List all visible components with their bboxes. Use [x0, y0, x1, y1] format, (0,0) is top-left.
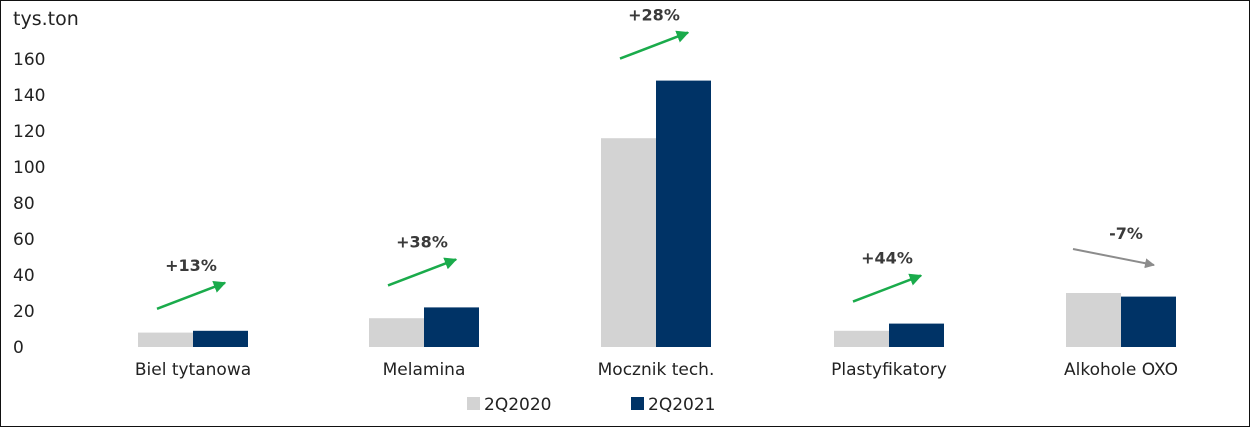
bar-2q2021-5	[1121, 296, 1176, 347]
change-label: +38%	[396, 232, 448, 251]
bar-2q2021-2	[424, 307, 479, 347]
y-tick-label: 140	[13, 86, 45, 106]
legend-label: 2Q2021	[648, 395, 715, 415]
y-tick-label: 40	[13, 266, 35, 286]
change-label: +13%	[165, 256, 217, 275]
y-axis-unit-label: tys.ton	[13, 8, 79, 30]
change-label: +44%	[861, 249, 913, 268]
change-label: -7%	[1109, 224, 1143, 243]
bar-2q2021-4	[889, 323, 944, 347]
x-category-label: Mocznik tech.	[598, 360, 715, 380]
y-tick-label: 80	[13, 194, 35, 214]
y-tick-label: 160	[13, 50, 45, 70]
change-arrow-up	[852, 273, 923, 303]
x-category-label: Melamina	[383, 360, 466, 380]
change-arrow-down	[1072, 248, 1155, 269]
bar-2q2020-5	[1066, 293, 1121, 347]
legend-swatch-2q2020	[467, 397, 480, 410]
bar-2q2020-2	[369, 318, 424, 347]
y-tick-label: 20	[13, 302, 35, 322]
x-category-label: Plastyfikatory	[831, 360, 947, 380]
bar-2q2021-3	[656, 80, 711, 347]
bar-2q2020-1	[138, 332, 193, 347]
legend-label: 2Q2020	[484, 395, 551, 415]
bar-2q2020-4	[834, 330, 889, 347]
bar-2q2021-1	[193, 330, 248, 347]
change-label: +28%	[628, 6, 680, 25]
x-category-label: Alkohole OXO	[1064, 360, 1178, 380]
y-tick-label: 120	[13, 122, 45, 142]
change-arrow-up	[156, 280, 227, 310]
change-arrow-up	[387, 257, 458, 287]
y-tick-label: 60	[13, 230, 35, 250]
change-arrow-up	[619, 30, 690, 60]
y-tick-label: 100	[13, 158, 45, 178]
x-category-label: Biel tytanowa	[135, 360, 251, 380]
bar-2q2020-3	[601, 138, 656, 347]
legend-swatch-2q2021	[631, 397, 644, 410]
y-tick-label: 0	[13, 338, 24, 358]
